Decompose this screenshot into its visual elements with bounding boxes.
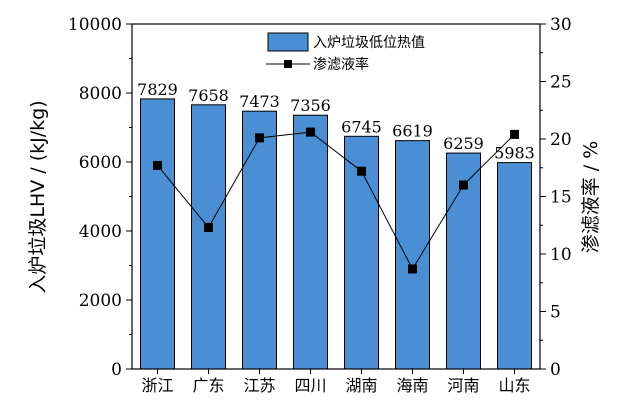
bar-value-label: 7473 — [239, 92, 280, 111]
legend-line-marker — [284, 60, 292, 68]
bar-value-label: 6259 — [443, 134, 484, 153]
x-tick-label: 湖南 — [345, 376, 377, 395]
labels-layer: 7829 7658 7473 7356 6745 6619 6259 5983 — [137, 80, 535, 163]
x-tick-label: 河南 — [447, 376, 479, 395]
bars-layer — [140, 98, 532, 370]
bar — [191, 104, 226, 370]
line-point — [408, 264, 417, 274]
x-tick-label: 广东 — [192, 376, 224, 395]
legend-line-label: 渗滤液率 — [313, 56, 369, 73]
axes-layer: 0 2000 4000 6000 8000 10000 0 5 10 15 20 25 30 浙江 广东 江苏… — [68, 15, 572, 395]
bar-value-label: 5983 — [494, 144, 535, 163]
y-left-tick-label: 10000 — [68, 15, 122, 35]
y-left-tick-label: 2000 — [79, 291, 122, 311]
bar — [242, 110, 277, 370]
line-point — [204, 223, 213, 233]
bar — [140, 98, 175, 370]
x-tick-label: 浙江 — [141, 376, 173, 395]
line-point — [459, 180, 468, 190]
line-point — [153, 160, 162, 170]
y-right-tick-label: 20 — [550, 130, 572, 150]
legend-bar-label: 入炉垃圾低位热值 — [313, 35, 425, 51]
bar-value-label: 6619 — [392, 122, 433, 141]
x-tick-label: 山东 — [498, 376, 530, 395]
line-layer — [153, 127, 519, 274]
legend-bar-swatch — [267, 32, 309, 52]
y-left-tick-label: 8000 — [79, 84, 122, 104]
y-right-tick-label: 0 — [550, 360, 561, 380]
bar-value-label: 7356 — [290, 96, 331, 115]
line-point — [357, 166, 366, 176]
line-point — [306, 127, 315, 137]
bar — [395, 140, 430, 370]
x-tick-label: 四川 — [294, 376, 326, 395]
y-right-tick-label: 25 — [550, 73, 572, 93]
y-right-tick-label: 10 — [550, 245, 572, 265]
legend: 入炉垃圾低位热值 渗滤液率 — [266, 32, 425, 73]
bar-value-label: 7658 — [188, 86, 229, 105]
leachate-rate-line — [157, 131, 515, 270]
line-point — [255, 133, 264, 143]
y-axis-left-title: 入炉垃圾LHV / (kJ/kg) — [27, 100, 49, 293]
y-right-tick-label: 15 — [550, 188, 572, 208]
y-left-tick-label: 6000 — [79, 153, 122, 173]
y-left-tick-label: 0 — [111, 360, 122, 380]
y-right-tick-label: 30 — [550, 15, 572, 35]
line-point — [510, 129, 519, 139]
x-tick-label: 江苏 — [243, 376, 275, 395]
bar-value-label: 7829 — [137, 80, 178, 99]
y-right-tick-label: 5 — [550, 303, 561, 323]
bar-value-label: 6745 — [341, 117, 382, 136]
x-tick-label: 海南 — [396, 376, 428, 395]
y-left-tick-label: 4000 — [79, 222, 122, 242]
bar — [293, 114, 328, 370]
bar — [497, 162, 532, 370]
y-axis-right-title: 渗滤液率 / % — [580, 141, 602, 254]
